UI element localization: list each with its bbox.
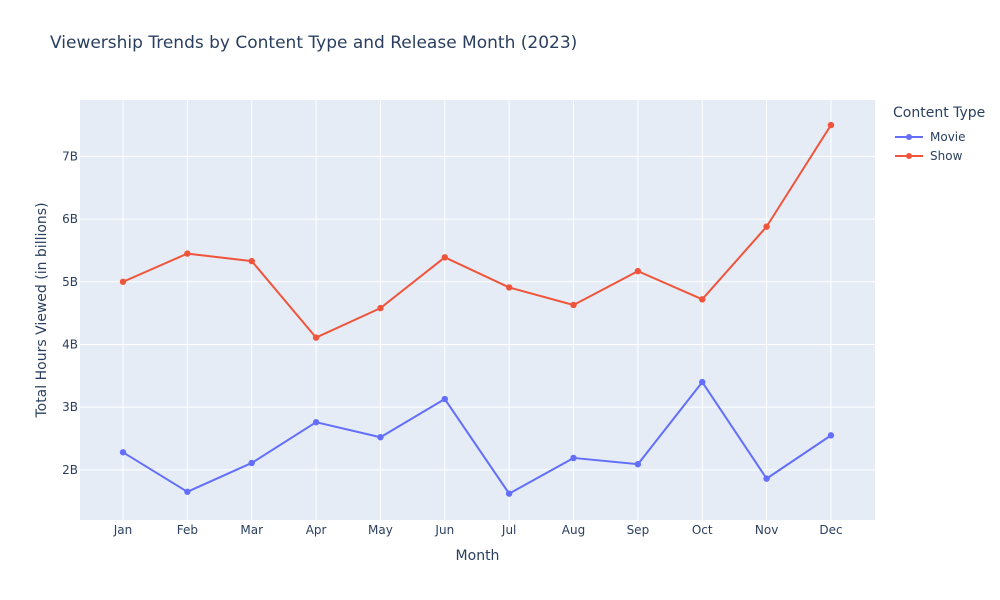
data-point-show[interactable] (634, 267, 642, 275)
y-tick-label: 6B (62, 212, 78, 226)
data-point-movie[interactable] (248, 459, 255, 467)
legend-swatch-show (895, 152, 923, 159)
data-point-movie[interactable] (699, 378, 706, 386)
legend-label-movie: Movie (930, 129, 966, 144)
data-point-movie[interactable] (377, 434, 384, 441)
x-tick-label: Jul (501, 523, 516, 537)
legend-label-show: Show (930, 148, 963, 163)
data-point-show[interactable] (827, 121, 835, 129)
x-axis-title: Month (456, 548, 500, 564)
data-point-movie[interactable] (505, 490, 513, 497)
x-tick-label: Aug (562, 523, 585, 537)
data-point-show[interactable] (312, 334, 320, 341)
data-point-movie[interactable] (763, 475, 770, 482)
x-tick-label: Feb (177, 523, 198, 537)
x-tick-label: Jan (113, 523, 133, 537)
x-tick-label: Oct (692, 523, 713, 537)
legend-title: Content Type (893, 105, 986, 121)
data-point-show[interactable] (184, 250, 191, 257)
data-point-movie[interactable] (827, 432, 835, 439)
y-tick-label: 5B (62, 275, 78, 289)
x-tick-label: Apr (306, 523, 327, 537)
plot-background (80, 100, 875, 520)
data-point-movie[interactable] (634, 461, 642, 468)
y-tick-label: 7B (62, 149, 78, 163)
y-tick-label: 2B (62, 463, 78, 477)
x-tick-label: Dec (819, 523, 842, 537)
series-line-show (122, 124, 832, 339)
legend-swatch-movie (895, 133, 923, 140)
y-axis-title: Total Hours Viewed (in billions) (34, 202, 50, 418)
data-point-movie[interactable] (441, 395, 448, 403)
x-tick-label: Mar (240, 523, 263, 537)
legend: Content Type Movie Show (893, 105, 985, 165)
data-point-show[interactable] (119, 278, 127, 285)
data-point-show[interactable] (377, 304, 384, 312)
data-point-show[interactable] (699, 296, 706, 303)
data-point-show[interactable] (570, 301, 577, 309)
data-point-movie[interactable] (570, 454, 577, 462)
data-point-show[interactable] (441, 254, 448, 261)
x-tick-label: Jun (434, 523, 454, 537)
data-point-show[interactable] (763, 223, 770, 230)
data-point-movie[interactable] (312, 419, 320, 426)
series-line-movie (122, 381, 832, 495)
data-point-show[interactable] (248, 257, 255, 265)
legend-item-movie[interactable]: Movie (893, 127, 985, 146)
data-point-movie[interactable] (184, 488, 191, 495)
x-tick-label: May (368, 523, 393, 537)
chart-title: Viewership Trends by Content Type and Re… (50, 33, 578, 53)
y-tick-label: 3B (62, 400, 78, 414)
x-tick-label: Nov (755, 523, 778, 537)
data-point-show[interactable] (505, 284, 513, 291)
y-tick-label: 4B (62, 337, 78, 351)
x-tick-label: Sep (627, 523, 650, 537)
data-point-movie[interactable] (119, 449, 127, 456)
legend-item-show[interactable]: Show (893, 146, 985, 165)
